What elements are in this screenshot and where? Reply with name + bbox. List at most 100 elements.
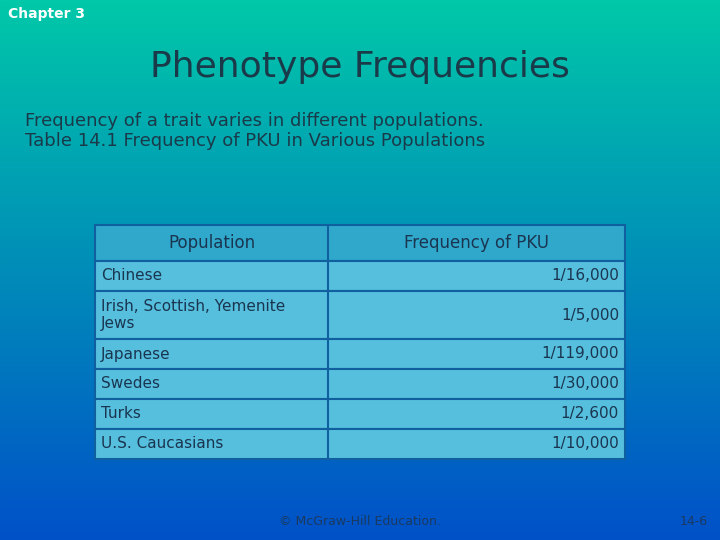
Bar [0, 388, 720, 390]
Bar [0, 107, 720, 110]
Bar [0, 160, 720, 162]
Bar [0, 192, 720, 194]
Bar [0, 21, 720, 23]
Bar [0, 239, 720, 241]
Bar [0, 41, 720, 43]
Bar [0, 149, 720, 151]
Bar [0, 295, 720, 297]
Bar [0, 340, 720, 342]
Bar [0, 336, 720, 339]
Bar [0, 95, 720, 97]
Bar [0, 271, 720, 274]
Bar [0, 276, 720, 279]
Bar [0, 444, 720, 447]
Text: Frequency of a trait varies in different populations.: Frequency of a trait varies in different… [25, 112, 484, 130]
Bar [0, 291, 720, 293]
Bar [0, 244, 720, 247]
Bar [0, 181, 720, 184]
FancyBboxPatch shape [95, 429, 625, 459]
Text: 1/119,000: 1/119,000 [541, 347, 619, 361]
FancyBboxPatch shape [95, 399, 625, 429]
Text: U.S. Caucasians: U.S. Caucasians [101, 436, 223, 451]
Bar [0, 475, 720, 477]
Bar [0, 163, 720, 166]
Bar [0, 198, 720, 200]
Bar [0, 464, 720, 466]
Text: Irish, Scottish, Yemenite
Jews: Irish, Scottish, Yemenite Jews [101, 299, 285, 331]
Bar [0, 512, 720, 515]
Bar [0, 350, 720, 353]
Bar [0, 500, 720, 502]
Bar [0, 222, 720, 225]
Bar [0, 266, 720, 268]
Bar [0, 322, 720, 324]
Bar [0, 44, 720, 47]
Bar [0, 156, 720, 158]
Bar [0, 502, 720, 504]
Bar [0, 532, 720, 535]
Bar [0, 205, 720, 207]
Bar [0, 334, 720, 336]
Bar [0, 419, 720, 421]
Bar [0, 17, 720, 20]
Bar [0, 77, 720, 79]
Bar [0, 133, 720, 135]
Bar [0, 118, 720, 120]
Bar [0, 415, 720, 417]
Bar [0, 343, 720, 346]
Bar [0, 154, 720, 157]
Bar [0, 302, 720, 304]
Bar [0, 252, 720, 254]
Bar [0, 522, 720, 524]
Bar [0, 465, 720, 468]
Bar [0, 237, 720, 239]
Bar [0, 372, 720, 374]
Bar [0, 190, 720, 193]
Bar [0, 253, 720, 255]
Text: 1/2,600: 1/2,600 [561, 407, 619, 422]
Bar [0, 97, 720, 99]
Text: Japanese: Japanese [101, 347, 171, 361]
Bar [0, 55, 720, 58]
Bar [0, 185, 720, 187]
Bar [0, 482, 720, 484]
Bar [0, 354, 720, 356]
Bar [0, 165, 720, 167]
Bar [0, 269, 720, 272]
Bar [0, 293, 720, 295]
Bar [0, 307, 720, 309]
Bar [0, 403, 720, 405]
Bar [0, 14, 720, 16]
Bar [0, 306, 720, 308]
Bar [0, 437, 720, 439]
Bar [0, 127, 720, 130]
Bar [0, 471, 720, 474]
Bar [0, 203, 720, 205]
Bar [0, 260, 720, 263]
Bar [0, 406, 720, 409]
Bar [0, 357, 720, 360]
Text: 1/10,000: 1/10,000 [552, 436, 619, 451]
Bar [0, 48, 720, 50]
Bar [0, 210, 720, 212]
Bar [0, 57, 720, 59]
Bar [0, 503, 720, 506]
Bar [0, 279, 720, 281]
Bar [0, 59, 720, 61]
Bar [0, 519, 720, 522]
Bar [0, 50, 720, 52]
Bar [0, 241, 720, 243]
Bar [0, 417, 720, 420]
Bar [0, 347, 720, 349]
Bar [0, 473, 720, 475]
Bar [0, 113, 720, 115]
Bar [0, 298, 720, 301]
Bar [0, 383, 720, 385]
Bar [0, 30, 720, 32]
Text: Turks: Turks [101, 407, 141, 422]
Bar [0, 430, 720, 432]
Bar [0, 426, 720, 428]
Text: Chinese: Chinese [101, 268, 162, 284]
Bar [0, 138, 720, 140]
Bar [0, 109, 720, 112]
